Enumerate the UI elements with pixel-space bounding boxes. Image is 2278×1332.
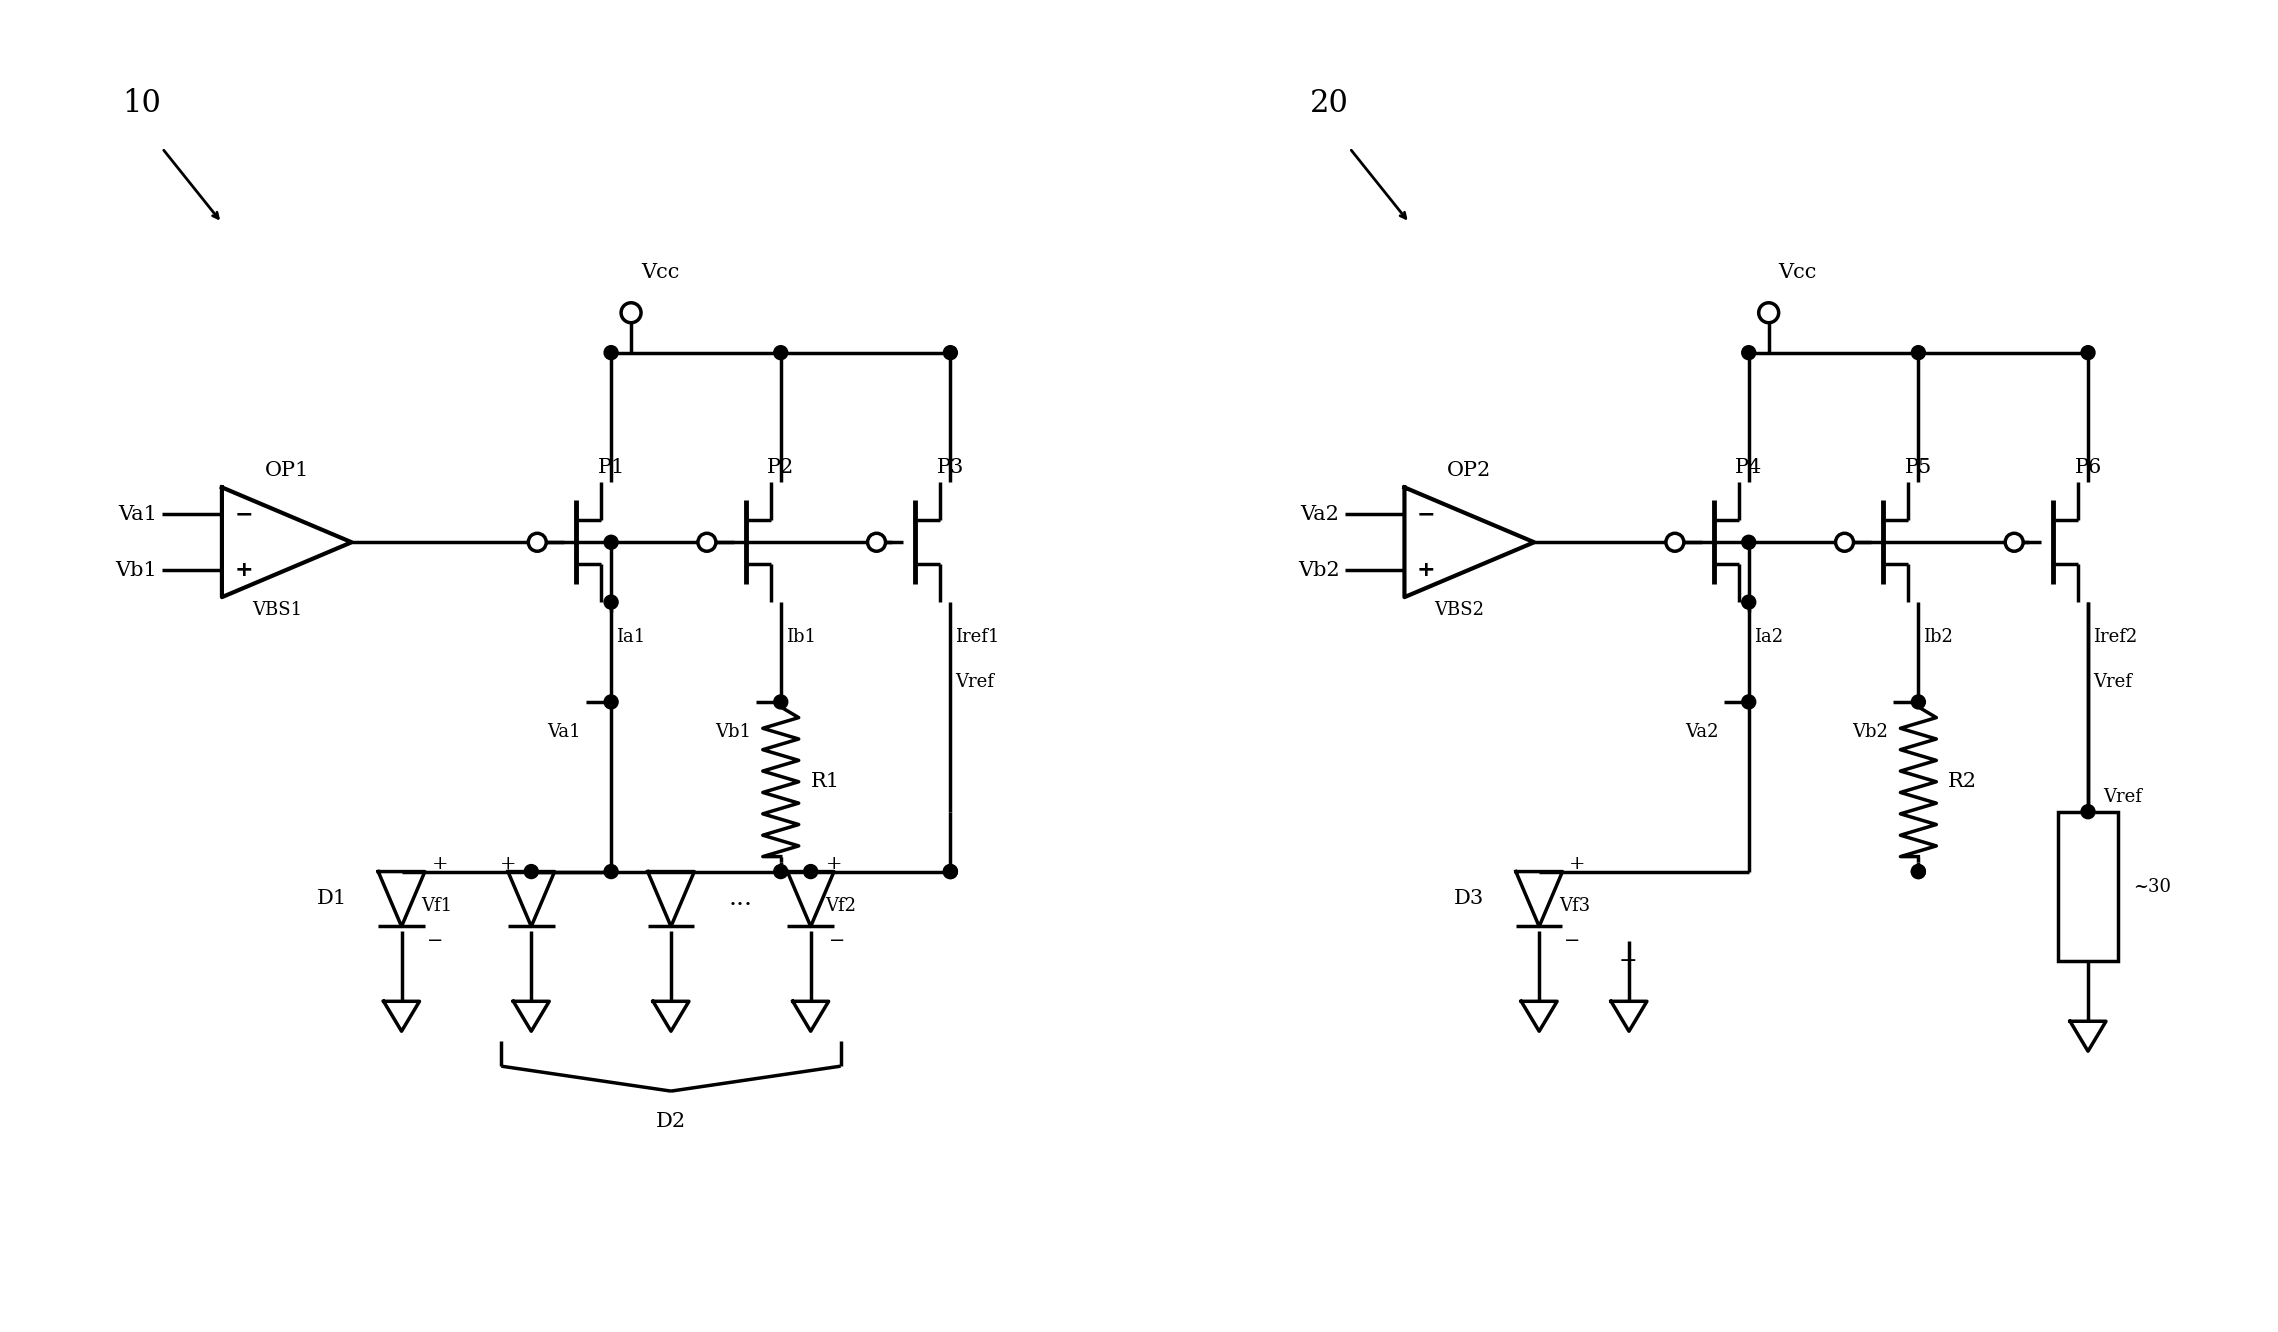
Text: D2: D2 [656,1111,686,1131]
Circle shape [868,533,886,551]
Circle shape [1743,695,1756,709]
Text: Va2: Va2 [1301,505,1339,523]
Text: Iref1: Iref1 [954,629,1000,646]
Text: Vcc: Vcc [640,264,679,282]
Text: −: − [426,932,442,951]
Text: VBS2: VBS2 [1435,601,1485,619]
Circle shape [1911,695,1925,709]
Text: Ia2: Ia2 [1754,629,1784,646]
Text: +: + [1570,855,1585,872]
Text: +: + [825,855,843,872]
Circle shape [775,695,788,709]
Text: P1: P1 [597,458,624,477]
Text: −: − [235,505,253,525]
Text: Vf3: Vf3 [1558,898,1590,915]
Text: P5: P5 [1904,458,1932,477]
Circle shape [1743,346,1756,360]
Text: Ib2: Ib2 [1923,629,1952,646]
Text: VBS1: VBS1 [253,601,303,619]
Text: +: + [499,855,517,872]
Text: −: − [1417,505,1435,525]
Text: Vb1: Vb1 [715,723,752,741]
Circle shape [604,346,617,360]
Circle shape [1836,533,1854,551]
Circle shape [943,864,957,879]
Text: −: − [829,932,845,951]
Circle shape [1911,864,1925,879]
Circle shape [524,864,538,879]
Circle shape [2082,346,2096,360]
Text: Ia1: Ia1 [615,629,645,646]
Text: Va2: Va2 [1686,723,1720,741]
Circle shape [1743,595,1756,609]
Circle shape [943,864,957,879]
Circle shape [604,535,617,549]
Text: OP2: OP2 [1447,461,1492,480]
Circle shape [775,346,788,360]
Text: P6: P6 [2075,458,2103,477]
Text: Vb2: Vb2 [1298,561,1339,579]
Text: Vref: Vref [954,673,993,691]
Circle shape [622,302,640,322]
Text: +: + [1417,559,1435,579]
Text: Va1: Va1 [547,723,581,741]
Circle shape [604,595,617,609]
Text: +: + [235,559,253,579]
Circle shape [804,864,818,879]
Text: R1: R1 [811,773,841,791]
Text: Vref: Vref [2093,673,2132,691]
Text: ...: ... [729,887,752,910]
Text: OP1: OP1 [264,461,310,480]
Circle shape [604,695,617,709]
Circle shape [1911,346,1925,360]
Text: D1: D1 [317,888,346,908]
Circle shape [2082,805,2096,819]
Text: 20: 20 [1310,88,1349,119]
Text: P2: P2 [768,458,795,477]
Circle shape [604,864,617,879]
Text: Vref: Vref [2103,787,2141,806]
Text: −: − [1620,951,1638,972]
Bar [2057,811,2119,962]
Text: Iref2: Iref2 [2093,629,2137,646]
Circle shape [1759,302,1779,322]
Text: D3: D3 [1453,888,1485,908]
Text: Vb2: Vb2 [1852,723,1888,741]
Circle shape [943,346,957,360]
Text: Vf1: Vf1 [421,898,453,915]
Text: Va1: Va1 [118,505,157,523]
Text: +: + [431,855,449,872]
Text: P3: P3 [936,458,964,477]
Text: 10: 10 [123,88,162,119]
Text: R2: R2 [1948,773,1977,791]
Circle shape [528,533,547,551]
Text: Ib1: Ib1 [786,629,816,646]
Text: Vb1: Vb1 [116,561,157,579]
Circle shape [1743,535,1756,549]
Circle shape [1665,533,1683,551]
Text: −: − [1565,932,1581,951]
Text: P4: P4 [1736,458,1763,477]
Text: Vf2: Vf2 [825,898,857,915]
Circle shape [775,864,788,879]
Text: ~30: ~30 [2132,878,2171,895]
Circle shape [1911,864,1925,879]
Circle shape [697,533,715,551]
Text: Vcc: Vcc [1779,264,1818,282]
Circle shape [2005,533,2023,551]
